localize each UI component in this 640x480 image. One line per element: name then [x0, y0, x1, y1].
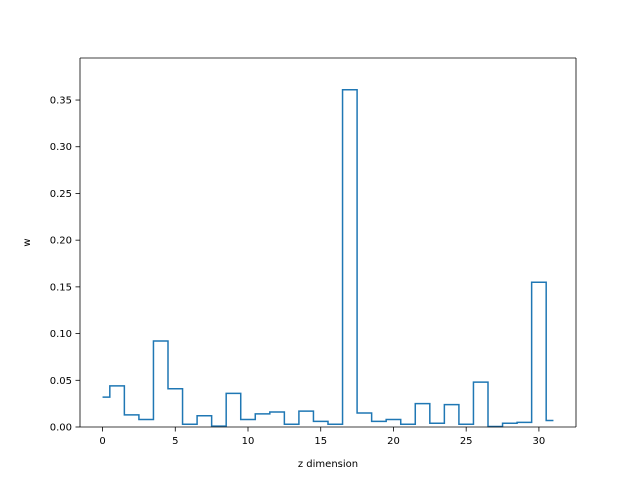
x-tick-label: 25 — [460, 436, 473, 447]
x-tick-label: 0 — [99, 436, 105, 447]
y-tick-label: 0.05 — [50, 376, 72, 387]
y-tick-label: 0.20 — [50, 236, 72, 247]
x-tick-label: 10 — [242, 436, 255, 447]
series-line-0 — [102, 89, 554, 428]
x-axis-label: z dimension — [298, 459, 358, 470]
y-tick-label: 0.35 — [50, 96, 72, 107]
y-tick-label: 0.30 — [50, 142, 72, 153]
y-tick-label: 0.25 — [50, 189, 72, 200]
x-tick-label: 15 — [314, 436, 327, 447]
y-axis-label: w — [22, 238, 33, 246]
y-tick-label: 0.10 — [50, 329, 72, 340]
y-tick-label: 0.00 — [50, 423, 72, 434]
x-tick-label: 30 — [533, 436, 546, 447]
x-tick-label: 5 — [172, 436, 178, 447]
y-tick-label: 0.15 — [50, 282, 72, 293]
x-tick-label: 20 — [387, 436, 400, 447]
plot-background — [80, 58, 576, 427]
plot-area — [80, 58, 576, 428]
axes: 0 5 10 15 20 25 30 0.00 0.05 0.10 0.15 0.20 0.25 0.30… — [50, 57, 577, 447]
